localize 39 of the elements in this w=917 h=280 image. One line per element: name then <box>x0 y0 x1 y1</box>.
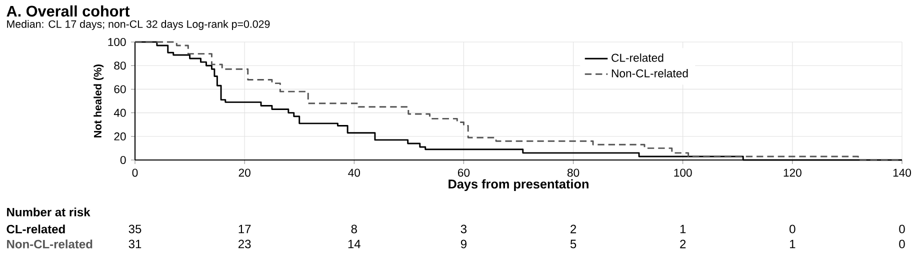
text: 14 <box>348 240 360 248</box>
chart-title: A. Overall cohort <box>6 5 130 17</box>
x-tick-label: 120 <box>784 168 802 177</box>
text: 8 <box>351 224 357 234</box>
legend-label: Non-CL-related <box>612 69 688 78</box>
y-tick-label: 60 <box>114 85 126 94</box>
x-tick-label: 0 <box>132 168 138 177</box>
x-tick-label: 20 <box>238 168 250 177</box>
y-tick-label: 20 <box>114 132 126 140</box>
y-axis-title: Not healed (%) <box>94 64 104 138</box>
y-tick-label: 100 <box>108 38 126 46</box>
text: 0 <box>790 224 796 234</box>
text: 1 <box>790 240 796 248</box>
text: 1 <box>680 224 686 234</box>
x-tick-label: 140 <box>893 168 911 177</box>
text: Non-CL-related <box>7 240 92 248</box>
x-tick-label: 40 <box>348 168 360 177</box>
text: CL-related <box>6 224 65 234</box>
text: 0 <box>899 224 905 234</box>
text: 35 <box>128 224 142 234</box>
chart-subtitle: Median: CL 17 days; non-CL 32 days Log-rank p=0.029 <box>7 20 270 30</box>
text: 17 <box>238 224 251 234</box>
text: 9 <box>460 240 466 248</box>
x-tick-label: 80 <box>567 168 580 177</box>
text: 2 <box>680 240 686 248</box>
x-axis-title: Days from presentation <box>448 179 588 192</box>
text: 3 <box>460 224 467 234</box>
text: 0 <box>899 240 905 248</box>
y-tick-label: 40 <box>114 108 126 117</box>
text: 5 <box>570 240 576 248</box>
x-tick-label: 60 <box>458 168 470 177</box>
y-tick-label: 0 <box>120 156 126 164</box>
y-tick-label: 80 <box>114 62 126 70</box>
legend-label: CL-related <box>612 54 664 62</box>
text: 31 <box>128 240 142 248</box>
text: 23 <box>238 240 251 248</box>
text: Number at risk <box>7 208 90 216</box>
text: 2 <box>570 224 576 234</box>
x-tick-label: 100 <box>674 168 692 177</box>
